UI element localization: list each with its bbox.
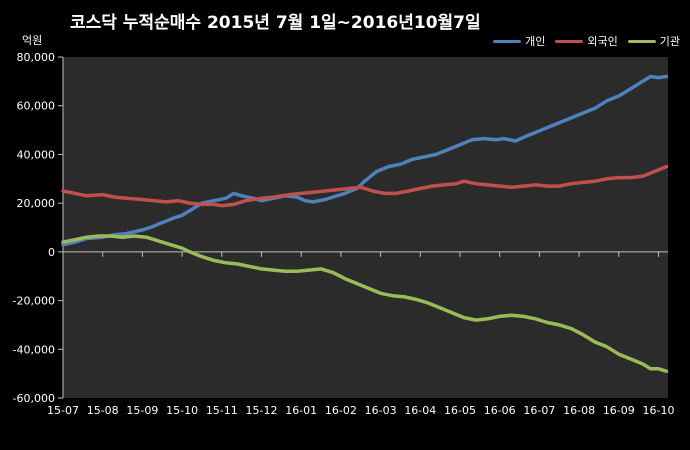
x-tick-label: 15-11 bbox=[206, 404, 238, 417]
y-tick-label: -40,000 bbox=[13, 343, 55, 356]
x-tick-label: 15-12 bbox=[246, 404, 278, 417]
x-tick-label: 16-03 bbox=[365, 404, 397, 417]
legend-label-foreign: 외국인 bbox=[587, 35, 618, 48]
legend: 개인 외국인 기관 bbox=[493, 33, 680, 49]
legend-label-individual: 개인 bbox=[525, 35, 546, 48]
y-tick-label: 60,000 bbox=[17, 100, 56, 113]
x-tick-label: 16-10 bbox=[643, 404, 675, 417]
chart-title: 코스닥 누적순매수 2015년 7월 1일~2016년10월7일 bbox=[70, 13, 481, 33]
x-tick-label: 16-02 bbox=[325, 404, 357, 417]
x-tick-label: 15-09 bbox=[126, 404, 158, 417]
y-tick-label: 0 bbox=[48, 246, 55, 259]
x-tick-label: 15-08 bbox=[87, 404, 119, 417]
legend-label-institution: 기관 bbox=[659, 35, 680, 48]
series-line-institution bbox=[61, 234, 669, 373]
legend-item-individual: 개인 bbox=[493, 33, 545, 49]
x-tick-label: 16-07 bbox=[523, 404, 555, 417]
legend-swatch-foreign bbox=[555, 39, 584, 43]
legend-item-institution: 기관 bbox=[627, 33, 680, 49]
plot-area bbox=[63, 57, 668, 398]
x-tick-label: 16-09 bbox=[603, 404, 635, 417]
series-line-individual bbox=[61, 74, 669, 247]
legend-item-foreign: 외국인 bbox=[555, 33, 618, 49]
x-tick-label: 16-04 bbox=[404, 404, 436, 417]
y-tick-label: -60,000 bbox=[13, 392, 55, 405]
y-tick-label: 20,000 bbox=[17, 197, 56, 210]
y-axis-unit: 억원 bbox=[22, 34, 43, 47]
x-tick-label: 15-10 bbox=[166, 404, 198, 417]
legend-swatch-individual bbox=[493, 39, 522, 43]
y-tick-label: -20,000 bbox=[13, 295, 55, 308]
x-tick-label: 16-05 bbox=[444, 404, 476, 417]
x-tick-label: 16-01 bbox=[285, 404, 317, 417]
y-tick-label: 80,000 bbox=[17, 51, 56, 64]
legend-swatch-institution bbox=[627, 39, 656, 43]
y-tick-label: 40,000 bbox=[17, 148, 56, 161]
x-tick-label: 16-08 bbox=[563, 404, 595, 417]
x-tick-label: 15-07 bbox=[47, 404, 79, 417]
series-line-foreign bbox=[61, 164, 669, 208]
x-tick-label: 16-06 bbox=[484, 404, 516, 417]
